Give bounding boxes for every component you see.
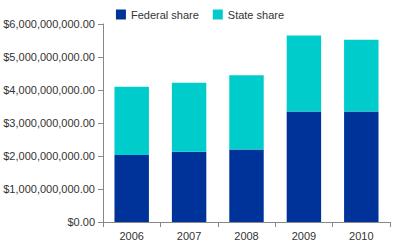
svg-text:2009: 2009	[292, 230, 316, 242]
svg-text:$2,000,000,000.00: $2,000,000,000.00	[3, 150, 95, 162]
svg-text:Federal share: Federal share	[131, 9, 199, 21]
svg-text:$4,000,000,000.00: $4,000,000,000.00	[3, 84, 95, 96]
svg-text:2006: 2006	[119, 230, 143, 242]
svg-text:2008: 2008	[234, 230, 258, 242]
svg-text:2007: 2007	[177, 230, 201, 242]
svg-text:$0.00: $0.00	[67, 216, 95, 228]
svg-text:2010: 2010	[349, 230, 373, 242]
svg-text:$1,000,000,000.00: $1,000,000,000.00	[3, 183, 95, 195]
svg-text:$6,000,000,000.00: $6,000,000,000.00	[3, 18, 95, 30]
svg-text:State share: State share	[228, 9, 284, 21]
svg-text:$3,000,000,000.00: $3,000,000,000.00	[3, 117, 95, 129]
svg-text:$5,000,000,000.00: $5,000,000,000.00	[3, 51, 95, 63]
